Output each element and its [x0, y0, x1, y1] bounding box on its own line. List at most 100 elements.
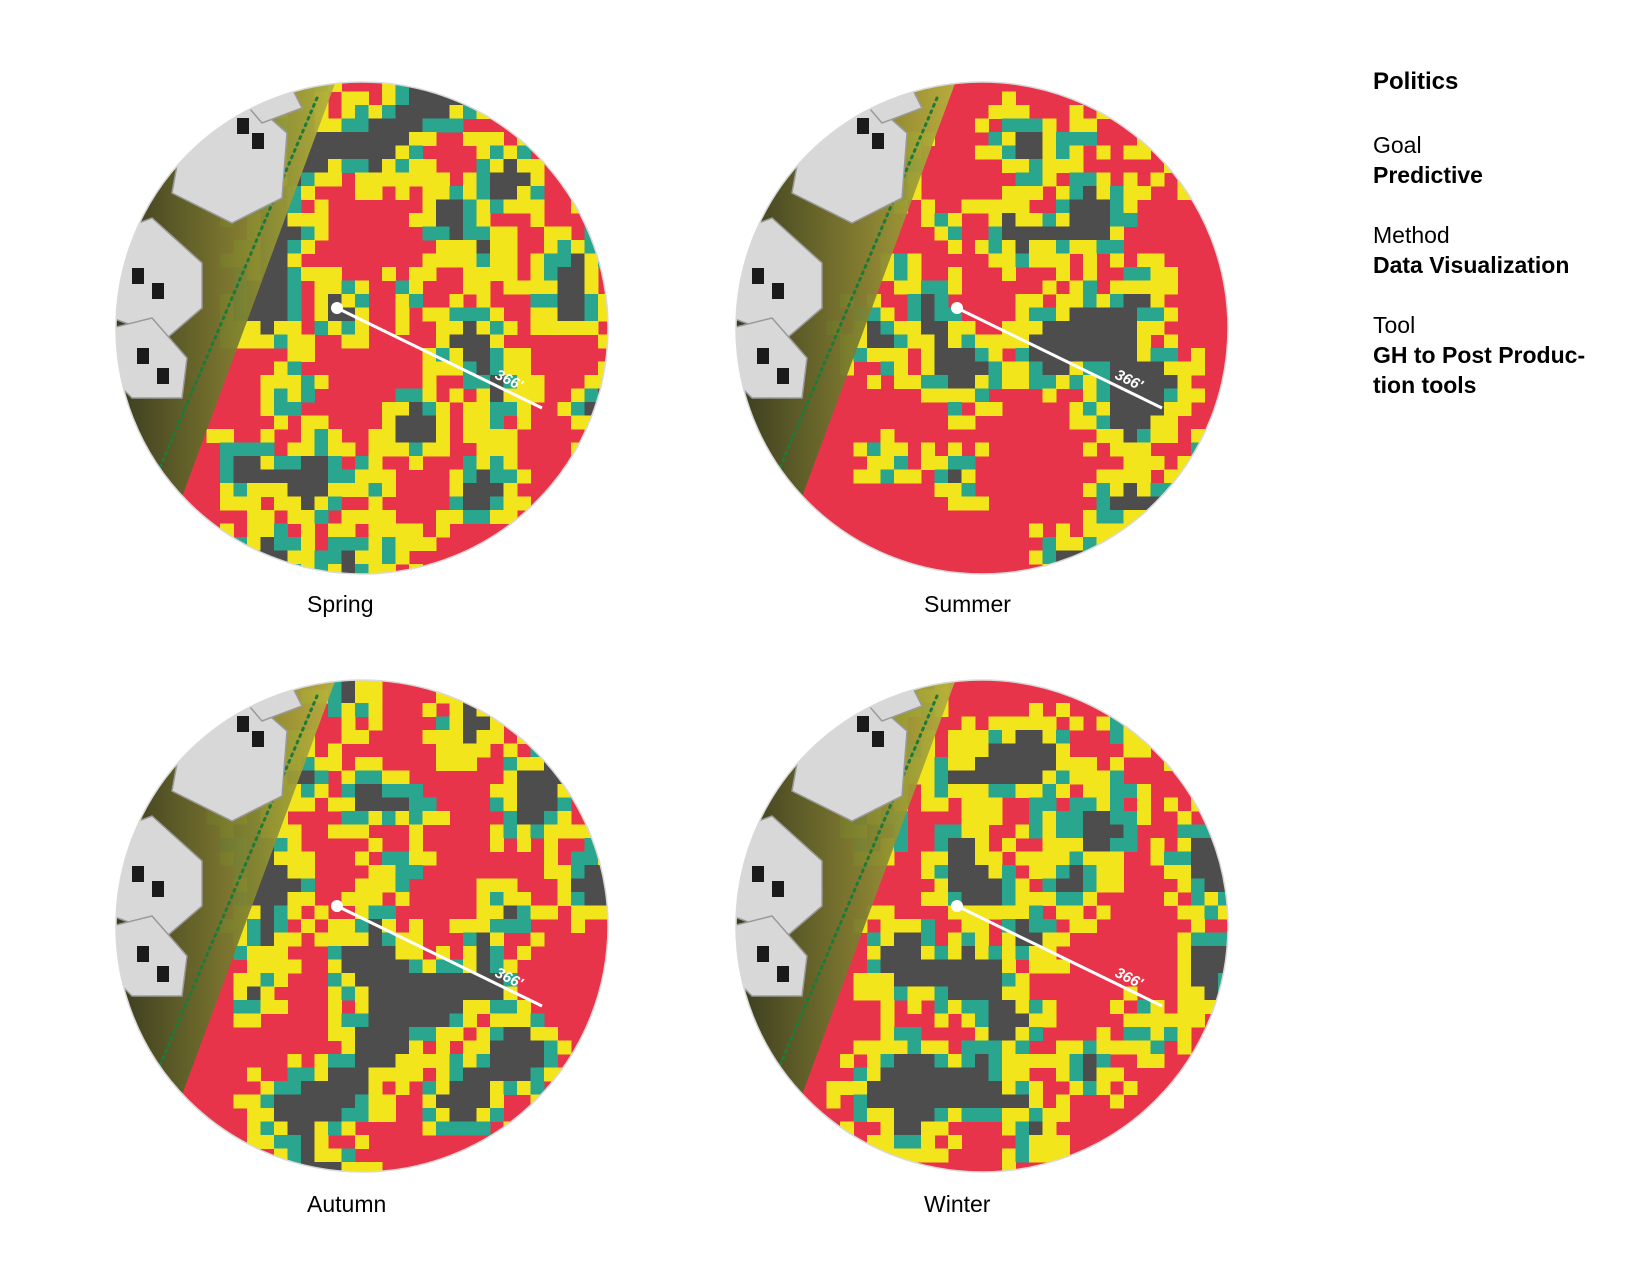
- grid-cell: [287, 226, 302, 241]
- grid-cell: [557, 730, 572, 744]
- grid-cell: [463, 375, 477, 389]
- grid-cell: [1110, 415, 1124, 430]
- grid-cell: [1137, 716, 1151, 731]
- grid-cell: [867, 986, 881, 1001]
- grid-cell: [948, 348, 962, 362]
- grid-cell: [1002, 159, 1016, 173]
- grid-cell: [355, 1067, 369, 1082]
- grid-cell: [894, 442, 908, 457]
- grid-cell: [934, 959, 949, 974]
- grid-cell: [584, 1067, 599, 1082]
- grid-cell: [584, 730, 599, 744]
- grid-cell: [1137, 415, 1151, 430]
- map-autumn-svg: 366': [115, 679, 613, 1173]
- grid-cell: [355, 145, 369, 160]
- grid-cell: [436, 226, 450, 241]
- grid-cell: [584, 770, 599, 785]
- grid-cell: [880, 1108, 895, 1122]
- grid-cell: [328, 496, 342, 511]
- grid-cell: [314, 496, 329, 511]
- grid-cell: [368, 145, 383, 160]
- grid-cell: [1123, 267, 1138, 281]
- grid-cell: [1110, 1094, 1124, 1109]
- grid-cell: [422, 986, 437, 1001]
- grid-cell: [894, 838, 908, 852]
- grid-cell: [382, 784, 396, 798]
- grid-cell: [921, 797, 935, 812]
- grid-cell: [1110, 496, 1124, 511]
- grid-cell: [907, 1000, 922, 1014]
- grid-cell: [395, 118, 410, 133]
- grid-cell: [1056, 213, 1070, 227]
- grid-cell: [1096, 1040, 1111, 1055]
- grid-cell: [1218, 523, 1228, 538]
- grid-cell: [1069, 105, 1084, 119]
- grid-cell: [382, 797, 396, 812]
- grid-cell: [233, 469, 248, 484]
- grid-cell: [1069, 851, 1084, 866]
- grid-cell: [1218, 757, 1228, 771]
- grid-cell: [557, 280, 572, 295]
- grid-cell: [571, 510, 585, 524]
- grid-cell: [988, 402, 1003, 416]
- grid-cell: [612, 852, 613, 866]
- grid-cell: [490, 1067, 504, 1082]
- grid-cell: [341, 770, 356, 785]
- grid-cell: [907, 294, 922, 308]
- grid-cell: [368, 1067, 383, 1082]
- grid-cell: [598, 415, 608, 430]
- grid-cell: [530, 280, 545, 295]
- grid-cell: [463, 680, 477, 690]
- vegetation-band: [116, 82, 337, 574]
- grid-cell: [612, 362, 613, 376]
- grid-cell: [1029, 703, 1043, 717]
- grid-cell: [948, 240, 962, 254]
- grid-cell: [301, 523, 315, 538]
- grid-cell: [341, 105, 356, 119]
- grid-cell: [1164, 91, 1178, 106]
- grid-cell: [409, 415, 423, 430]
- building-detail: [152, 881, 164, 897]
- grid-cell: [490, 510, 504, 524]
- grid-cell: [368, 537, 383, 551]
- grid-cell: [1164, 689, 1178, 704]
- grid-cell: [274, 469, 288, 484]
- grid-cell: [894, 959, 908, 974]
- grid-cell: [544, 784, 558, 798]
- grid-cell: [557, 1148, 572, 1163]
- grid-cell: [517, 757, 531, 771]
- grid-cell: [395, 307, 410, 322]
- grid-cell: [287, 537, 302, 551]
- grid-cell: [1002, 132, 1016, 146]
- grid-cell: [1177, 946, 1192, 960]
- grid-cell: [341, 91, 356, 106]
- grid-cell: [530, 797, 545, 812]
- grid-cell: [503, 824, 518, 839]
- grid-cell: [584, 784, 599, 798]
- grid-cell: [1069, 865, 1084, 879]
- grid-cell: [1123, 375, 1138, 389]
- grid-cell: [355, 919, 369, 933]
- grid-cell: [436, 307, 450, 322]
- grid-cell: [1096, 226, 1111, 241]
- grid-cell: [503, 321, 518, 335]
- grid-cell: [1232, 456, 1233, 470]
- grid-cell: [598, 824, 608, 839]
- grid-cell: [287, 1094, 302, 1109]
- grid-cell: [934, 851, 949, 866]
- grid-cell: [1056, 784, 1070, 798]
- grid-cell: [1069, 838, 1084, 852]
- grid-cell: [598, 361, 608, 376]
- grid-cell: [368, 946, 383, 960]
- grid-cell: [1042, 118, 1057, 133]
- grid-cell: [598, 1067, 608, 1082]
- grid-cell: [287, 348, 302, 362]
- grid-cell: [328, 1027, 342, 1041]
- grid-cell: [274, 905, 288, 920]
- grid-cell: [287, 375, 302, 389]
- grid-cell: [530, 1067, 545, 1082]
- grid-cell: [975, 946, 989, 960]
- grid-cell: [1177, 118, 1192, 133]
- grid-cell: [1083, 878, 1097, 893]
- grid-cell: [1069, 186, 1084, 200]
